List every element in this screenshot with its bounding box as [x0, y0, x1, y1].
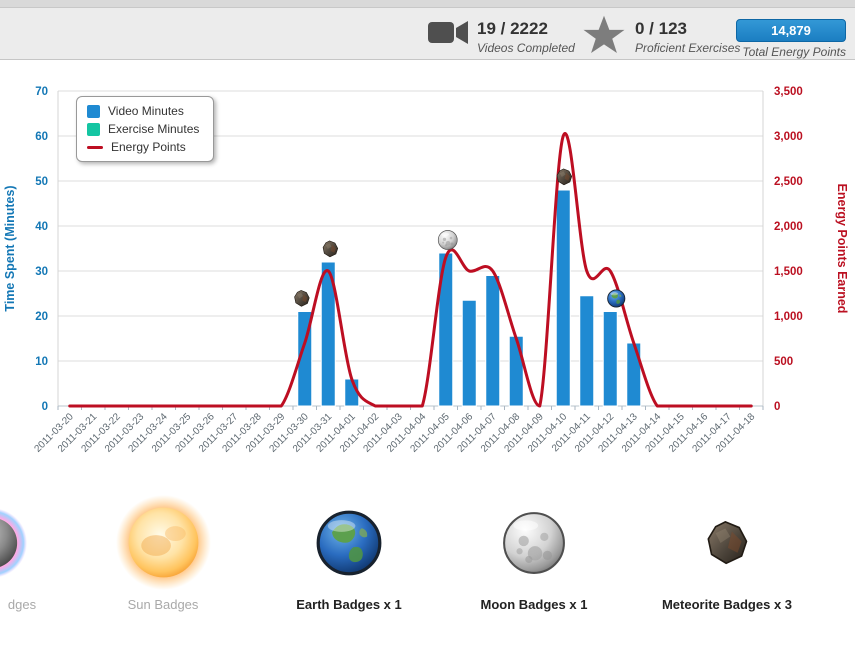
proficient-exercises-label: Proficient Exercises — [635, 41, 741, 55]
proficient-exercises-count: 0 / 123 — [635, 19, 687, 38]
svg-text:50: 50 — [35, 176, 48, 188]
meteorite-marker-icon — [556, 168, 573, 186]
stats-bar: 19 / 2222 Videos Completed 0 / 123 Profi… — [0, 8, 855, 60]
svg-text:30: 30 — [35, 266, 48, 278]
moon-badge-icon — [501, 494, 567, 591]
earth-badge-label: Earth Badges x 1 — [296, 597, 402, 612]
badge-group-earth[interactable]: Earth Badges x 1 — [269, 494, 429, 612]
svg-text:3,000: 3,000 — [774, 131, 803, 143]
svg-text:2,000: 2,000 — [774, 221, 803, 233]
videos-completed-label: Videos Completed — [477, 41, 575, 55]
chart-legend: Video Minutes Exercise Minutes Energy Poin… — [76, 96, 215, 162]
moon-marker-icon — [437, 230, 458, 250]
svg-text:1,500: 1,500 — [774, 266, 803, 278]
videos-completed-stat: 19 / 2222 Videos Completed — [428, 19, 575, 55]
legend-item: Energy Points — [87, 140, 199, 154]
svg-text:10: 10 — [35, 356, 48, 368]
black-hole-badge-label: dges — [7, 597, 37, 612]
meteorite-marker-icon — [294, 290, 310, 307]
legend-label: Video Minutes — [108, 104, 184, 118]
video-camera-icon — [428, 19, 468, 51]
svg-text:3,500: 3,500 — [774, 86, 803, 98]
legend-swatch — [87, 104, 100, 118]
earth-badge-icon — [315, 494, 383, 591]
activity-chart[interactable]: 0 0 10 500 20 1,000 30 1,500 40 2,000 50 2,500 60 3,0… — [0, 60, 855, 490]
badge-group-moon[interactable]: Moon Badges x 1 — [454, 494, 614, 612]
svg-text:500: 500 — [774, 356, 793, 368]
proficient-exercises-stat: 0 / 123 Proficient Exercises — [582, 14, 740, 61]
badges-row: dges Sun Badges Earth Badges x 1 Moon Ba… — [0, 490, 855, 646]
legend-item: Exercise Minutes — [87, 122, 199, 136]
star-icon — [582, 14, 626, 61]
svg-text:0: 0 — [42, 401, 48, 413]
window-top-strip — [0, 0, 855, 8]
black-hole-badge-icon — [0, 494, 27, 591]
total-energy-points-stat: 14,879 Total Energy Points — [736, 19, 846, 59]
svg-text:20: 20 — [35, 311, 48, 323]
total-energy-points-badge[interactable]: 14,879 — [736, 19, 846, 42]
svg-text:Time Spent (Minutes): Time Spent (Minutes) — [3, 185, 17, 311]
legend-swatch — [87, 145, 103, 149]
legend-item: Video Minutes — [87, 104, 199, 118]
svg-text:60: 60 — [35, 131, 48, 143]
activity-chart-section: 0 0 10 500 20 1,000 30 1,500 40 2,000 50 2,500 60 3,0… — [0, 60, 855, 490]
moon-badge-label: Moon Badges x 1 — [480, 597, 588, 612]
svg-text:1,000: 1,000 — [774, 311, 803, 323]
legend-swatch — [87, 122, 100, 136]
meteorite-badge-label: Meteorite Badges x 3 — [661, 597, 793, 612]
sun-badge-icon — [115, 494, 211, 591]
svg-text:2,500: 2,500 — [774, 176, 803, 188]
svg-text:Energy Points Earned: Energy Points Earned — [835, 184, 849, 314]
earth-marker-icon — [607, 289, 626, 308]
total-energy-points-label: Total Energy Points — [742, 45, 846, 59]
badge-group-meteorite[interactable]: Meteorite Badges x 3 — [647, 494, 807, 612]
videos-completed-count: 19 / 2222 — [477, 19, 548, 38]
badge-group-black-hole[interactable]: dges — [0, 494, 102, 612]
legend-label: Exercise Minutes — [108, 122, 200, 136]
svg-text:40: 40 — [35, 221, 48, 233]
meteorite-badge-icon — [701, 494, 753, 591]
meteorite-marker-icon — [322, 240, 339, 258]
badge-group-sun[interactable]: Sun Badges — [83, 494, 243, 612]
svg-text:0: 0 — [774, 401, 780, 413]
legend-label: Energy Points — [111, 140, 186, 154]
svg-text:70: 70 — [35, 86, 48, 98]
sun-badge-label: Sun Badges — [127, 597, 199, 612]
